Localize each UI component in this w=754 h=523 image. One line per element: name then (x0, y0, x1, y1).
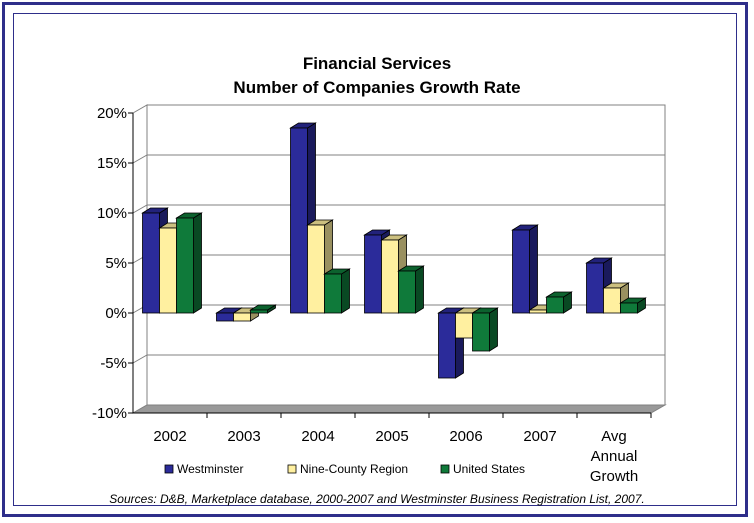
plot-area: 20% 15% 10% 5% 0% -5% -10% 2002 2003 2004 2005 2006… (92, 104, 667, 485)
chart-border (13, 13, 737, 506)
bar-front (159, 227, 177, 314)
y-tick-label: 20% (97, 105, 127, 122)
legend-label: Nine-County Region (300, 462, 408, 476)
bar (471, 307, 499, 352)
x-tick-label: 2006 (449, 428, 482, 445)
bar-front (290, 127, 308, 314)
bar (175, 212, 203, 314)
y-tick-label: 10% (97, 205, 127, 222)
y-tick-label: 15% (97, 155, 127, 172)
bar (545, 291, 573, 314)
bar (397, 265, 425, 314)
gridline (132, 354, 665, 364)
y-tick-label: -10% (92, 405, 127, 422)
x-tick-label: 2004 (301, 428, 334, 445)
bar-front (603, 287, 621, 314)
legend: Westminster Nine-County Region United Stat… (164, 462, 525, 476)
bar-front (233, 312, 251, 322)
chart-title: Financial Services (303, 54, 451, 73)
bar-front (529, 309, 547, 314)
legend-swatch (440, 464, 450, 474)
bar (511, 224, 539, 314)
bar (249, 304, 277, 314)
y-tick-label: 5% (105, 255, 127, 272)
gridline (132, 204, 665, 214)
x-tick-label: Growth (590, 468, 638, 485)
legend-swatch (164, 464, 174, 474)
x-tick-label: Annual (591, 448, 638, 465)
gridline (132, 154, 665, 164)
legend-label: Westminster (177, 462, 243, 476)
x-tick-label: 2003 (227, 428, 260, 445)
bar-side (415, 265, 424, 314)
y-tick-label: -5% (100, 355, 127, 372)
bar-front (472, 312, 490, 352)
bar-front (546, 296, 564, 314)
x-tick-label: 2005 (375, 428, 408, 445)
bar-side (193, 212, 202, 314)
bar-front (381, 239, 399, 314)
bar-front (398, 270, 416, 314)
bar-front (586, 262, 604, 314)
floor (131, 404, 667, 414)
bar-front (455, 312, 473, 339)
source-note: Sources: D&B, Marketplace database, 2000… (109, 492, 644, 506)
bar-front (307, 224, 325, 314)
bar (619, 297, 647, 314)
y-tick-label: 0% (105, 305, 127, 322)
x-tick-label: 2002 (153, 428, 186, 445)
legend-swatch (287, 464, 297, 474)
chart-subtitle: Number of Companies Growth Rate (233, 78, 520, 97)
legend-label: United States (453, 462, 525, 476)
bar (323, 268, 351, 314)
bar-front (142, 212, 160, 314)
x-tick-label: 2007 (523, 428, 556, 445)
bar-side (341, 268, 350, 314)
bar-front (364, 234, 382, 314)
bar-front (324, 273, 342, 314)
bar-front (620, 302, 638, 314)
bar-front (216, 312, 234, 322)
bar-side (489, 307, 498, 352)
bar-front (512, 229, 530, 314)
x-tick-label: Avg (601, 428, 627, 445)
bar-side (529, 224, 538, 314)
bar-front (176, 217, 194, 314)
bar-front (250, 309, 268, 314)
bar-front (438, 312, 456, 379)
